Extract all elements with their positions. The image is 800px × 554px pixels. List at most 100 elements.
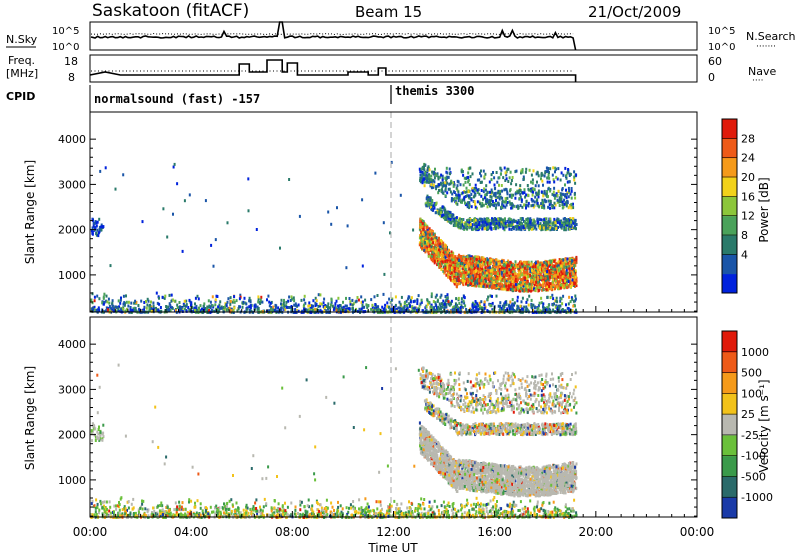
power-cell: [508, 227, 511, 231]
power-cell: [480, 189, 483, 192]
power-cell: [535, 199, 538, 203]
power-cell: [561, 308, 564, 311]
power-cell: [441, 240, 443, 244]
power-cell: [503, 269, 506, 273]
power-cell: [507, 224, 510, 228]
power-cell: [527, 275, 530, 279]
power-cell: [536, 273, 539, 277]
power-cell: [143, 305, 146, 309]
power-cell: [518, 289, 521, 293]
power-cell: [497, 226, 500, 230]
power-cell: [517, 282, 519, 286]
power-cell: [564, 221, 567, 225]
power-cell: [529, 226, 532, 229]
power-cell: [470, 308, 473, 312]
power-cell: [534, 271, 537, 275]
power-cell: [524, 203, 527, 207]
power-cell: [572, 304, 575, 308]
power-cell: [314, 296, 317, 300]
power-cell: [360, 295, 363, 299]
power-cell: [472, 282, 474, 286]
power-cell: [462, 299, 465, 303]
power-cell: [348, 297, 351, 300]
power-cell: [504, 287, 507, 291]
power-cell: [188, 298, 191, 302]
power-cell: [113, 307, 116, 311]
power-cell: [122, 307, 125, 311]
power-cell: [138, 307, 140, 311]
power-cell: [257, 307, 260, 310]
power-cell: [552, 278, 554, 282]
power-cell: [290, 295, 293, 299]
power-cell: [411, 305, 414, 309]
power-cell: [233, 295, 236, 299]
power-cell: [460, 224, 463, 227]
power-cell: [485, 271, 488, 275]
power-cell: [420, 230, 423, 234]
power-cell: [480, 300, 483, 304]
power-cell: [372, 309, 375, 313]
power-cell: [542, 278, 545, 282]
power-cell: [300, 298, 303, 302]
power-cell: [426, 246, 428, 250]
power-cell: [533, 270, 535, 273]
power-cell: [421, 225, 424, 229]
power-cell: [232, 308, 235, 312]
power-cell: [424, 245, 427, 249]
power-cell: [105, 299, 108, 303]
power-cell: [574, 218, 577, 222]
power-cell: [426, 298, 429, 302]
power-cell: [491, 279, 494, 283]
power-cell: [458, 301, 461, 305]
power-cell: [479, 304, 482, 308]
power-cell: [214, 238, 217, 242]
power-cell: [555, 279, 558, 283]
power-cell: [530, 223, 533, 226]
power-cell: [568, 309, 570, 313]
power-cell: [441, 305, 444, 309]
power-cell: [524, 284, 527, 288]
power-cell: [506, 192, 509, 196]
power-cell: [444, 250, 447, 254]
power-cell: [496, 272, 499, 276]
power-cell: [571, 259, 573, 263]
power-cell: [289, 299, 292, 302]
power-cell: [508, 274, 511, 278]
power-cell: [537, 224, 540, 228]
power-cell: [445, 248, 448, 252]
power-cell: [413, 309, 416, 313]
power-cell: [539, 309, 542, 313]
power-cell: [201, 307, 203, 311]
power-cell: [509, 224, 512, 228]
power-cell: [461, 277, 464, 281]
power-cell: [546, 270, 549, 274]
power-cell: [495, 221, 498, 225]
power-cell: [455, 218, 458, 222]
power-cell: [228, 306, 231, 310]
power-cell: [517, 265, 520, 269]
power-cell: [523, 276, 526, 280]
power-cell: [542, 302, 545, 306]
power-cell: [453, 282, 456, 286]
power-cell: [117, 309, 120, 312]
power-cell: [204, 309, 207, 313]
power-cell: [434, 241, 437, 245]
power-cell: [471, 263, 474, 267]
power-cell: [566, 282, 568, 286]
power-cell: [444, 194, 447, 198]
power-cell: [439, 295, 442, 299]
power-cell: [210, 243, 213, 247]
power-cell: [516, 278, 519, 282]
power-cell: [468, 226, 471, 230]
power-cell: [545, 308, 548, 312]
power-cell: [430, 237, 433, 241]
power-cell: [531, 303, 534, 307]
power-cell: [466, 222, 469, 226]
power-cell: [569, 192, 572, 196]
power-cell: [204, 307, 207, 310]
power-cell: [471, 301, 474, 305]
power-cell: [526, 307, 529, 311]
power-cell: [390, 160, 393, 164]
power-cell: [551, 223, 554, 227]
